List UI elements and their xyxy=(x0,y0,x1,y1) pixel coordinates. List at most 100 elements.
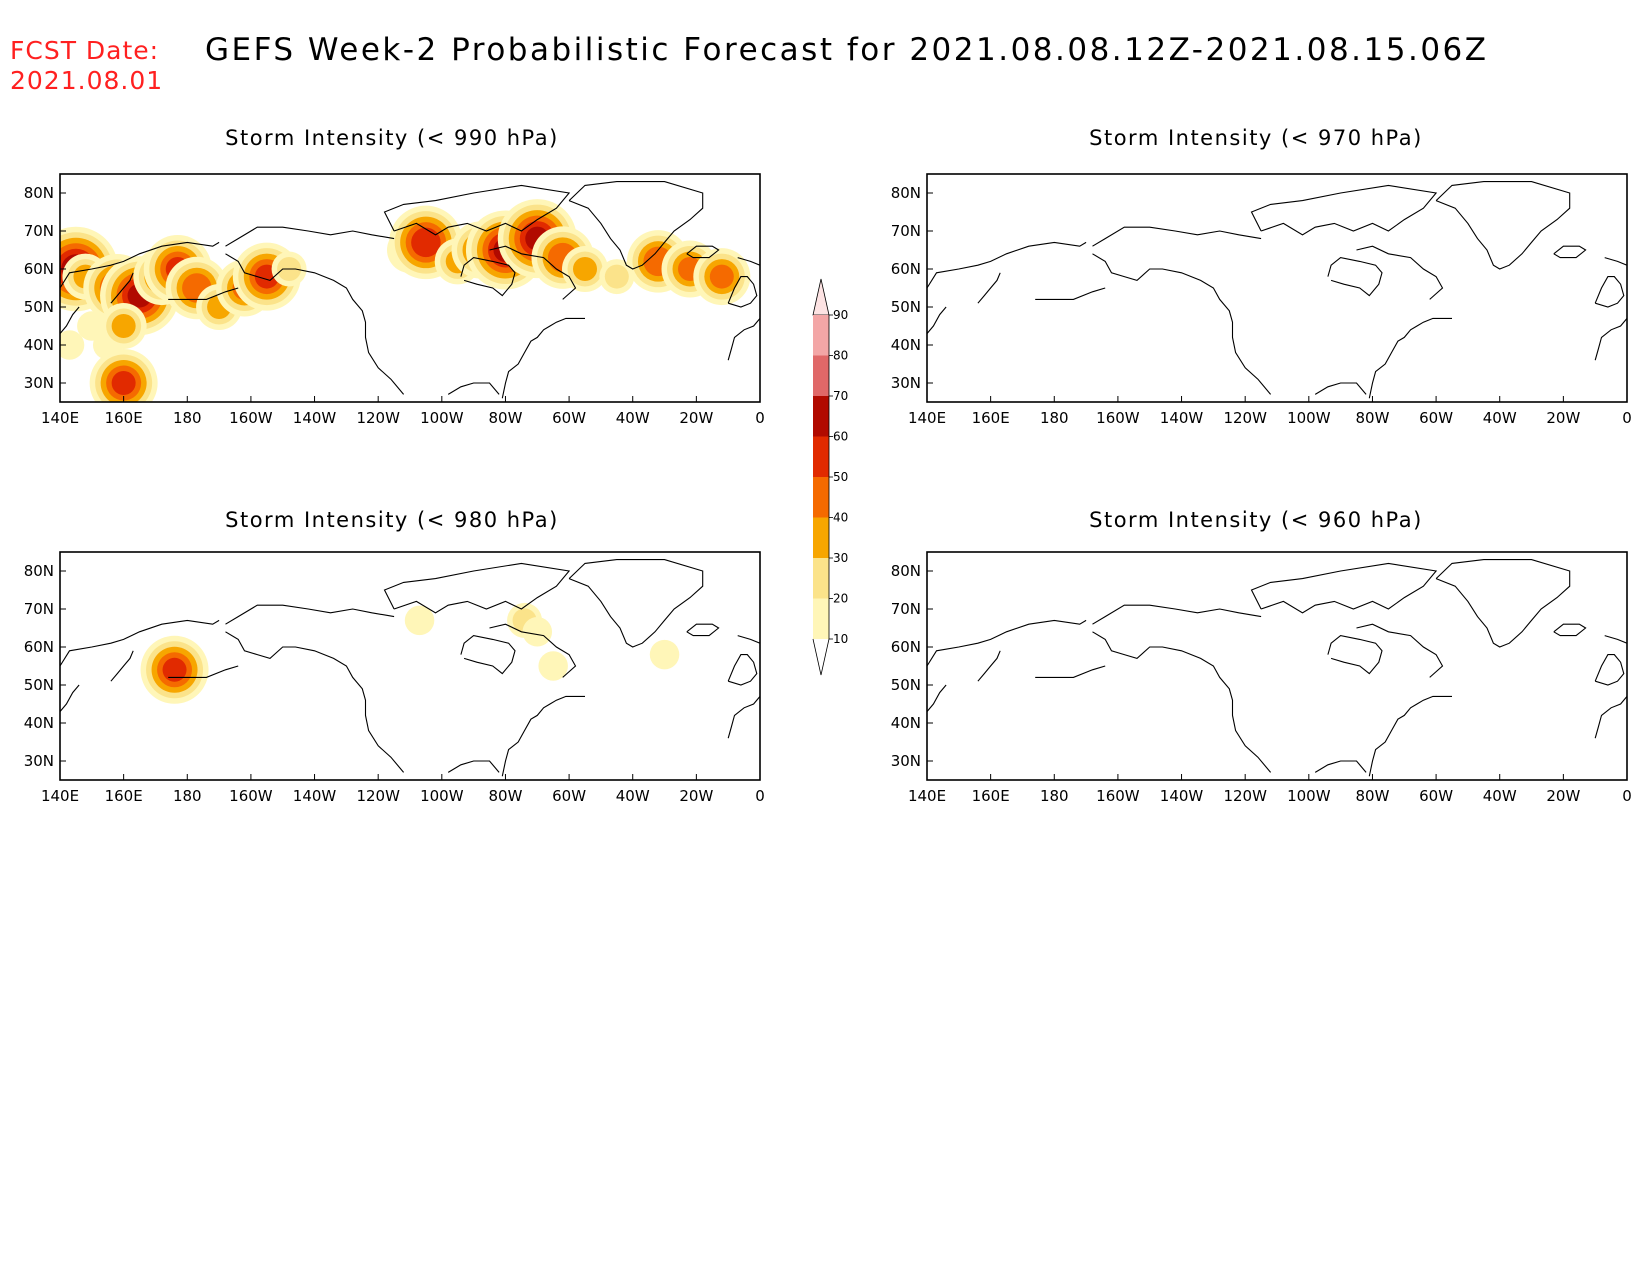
lon-tick-label: 0 xyxy=(1622,787,1632,805)
coastline xyxy=(168,665,239,678)
lon-tick-label: 20W xyxy=(679,409,713,427)
lon-tick-label: 40W xyxy=(1483,409,1517,427)
coastline xyxy=(60,306,80,334)
coastline xyxy=(727,276,758,308)
lon-tick-label: 160W xyxy=(229,409,273,427)
lat-tick-label: 50N xyxy=(891,676,921,694)
prob-shade xyxy=(60,330,85,360)
lat-tick-label: 40N xyxy=(24,714,54,732)
coastline xyxy=(1368,317,1452,399)
lat-tick-label: 50N xyxy=(24,298,54,316)
lon-tick-label: 120W xyxy=(356,787,400,805)
fcst-date-caption: FCST Date: xyxy=(10,36,160,65)
prob-shade xyxy=(573,257,597,281)
lon-tick-label: 20W xyxy=(679,787,713,805)
lon-tick-label: 80W xyxy=(1355,787,1389,805)
lon-tick-label: 0 xyxy=(755,409,765,427)
coastline xyxy=(1250,184,1438,236)
lon-tick-label: 60W xyxy=(1419,787,1453,805)
lat-tick-label: 40N xyxy=(24,336,54,354)
coastline xyxy=(1314,382,1367,395)
lat-tick-label: 80N xyxy=(891,562,921,580)
coastline xyxy=(60,684,80,712)
coastline xyxy=(225,631,405,773)
lat-tick-label: 80N xyxy=(891,184,921,202)
map-background xyxy=(927,552,1627,780)
coastline xyxy=(1604,257,1627,266)
coastline xyxy=(1327,635,1383,675)
lon-tick-label: 120W xyxy=(356,409,400,427)
lat-tick-label: 60N xyxy=(891,260,921,278)
fcst-date-value: 2021.08.01 xyxy=(10,66,164,95)
lat-tick-label: 60N xyxy=(24,260,54,278)
lon-tick-label: 0 xyxy=(755,787,765,805)
coastline xyxy=(60,241,220,289)
lon-tick-label: 80W xyxy=(488,787,522,805)
colorbar-label: 50 xyxy=(833,470,848,484)
lat-tick-label: 80N xyxy=(24,562,54,580)
coastline xyxy=(927,241,1087,289)
lon-tick-label: 140E xyxy=(41,409,79,427)
lon-tick-label: 160W xyxy=(1096,787,1140,805)
lon-tick-label: 160E xyxy=(972,409,1010,427)
coastline xyxy=(1594,276,1625,308)
coastline xyxy=(225,226,395,247)
coastline xyxy=(1314,760,1367,773)
coastline xyxy=(110,272,134,304)
coastline xyxy=(110,650,134,682)
lon-tick-label: 40W xyxy=(616,409,650,427)
colorbar-bottom-triangle xyxy=(812,638,830,676)
map-frame xyxy=(59,173,761,403)
coastline xyxy=(927,306,947,334)
coastline xyxy=(1092,631,1272,773)
lon-tick-label: 60W xyxy=(552,409,586,427)
lon-tick-label: 100W xyxy=(420,409,464,427)
coastline xyxy=(1250,562,1438,614)
lon-tick-label: 100W xyxy=(1287,787,1331,805)
coastline xyxy=(1356,245,1444,300)
prob-shade xyxy=(404,605,435,636)
coastline xyxy=(383,562,571,614)
colorbar-label: 70 xyxy=(833,389,848,403)
coastline xyxy=(383,184,571,236)
lat-tick-label: 50N xyxy=(24,676,54,694)
colorbar-label: 10 xyxy=(833,632,848,646)
coastline xyxy=(737,635,760,644)
coastline xyxy=(1092,226,1262,247)
prob-shade xyxy=(604,264,629,289)
map-panel-p960: 140E 160E 180 160W 140W 120W 100W 80W 60W 40W 20W 0… xyxy=(891,551,1632,805)
lon-tick-label: 40W xyxy=(616,787,650,805)
lon-tick-label: 180 xyxy=(173,409,202,427)
coastline xyxy=(686,245,720,259)
lon-tick-label: 120W xyxy=(1223,787,1267,805)
lat-tick-label: 60N xyxy=(891,638,921,656)
coastline xyxy=(568,559,704,648)
map-panel-p970: 140E 160E 180 160W 140W 120W 100W 80W 60W 40W 20W 0… xyxy=(891,173,1632,427)
lon-tick-label: 100W xyxy=(420,787,464,805)
coastline xyxy=(1092,604,1262,625)
coastline xyxy=(1035,287,1106,300)
coastline xyxy=(1553,623,1587,637)
colorbar-swatch xyxy=(813,598,829,639)
lat-tick-label: 60N xyxy=(24,638,54,656)
coastline xyxy=(568,181,704,270)
coastline xyxy=(1435,559,1571,648)
map-frame xyxy=(926,173,1628,403)
prob-shade xyxy=(162,657,187,682)
lat-tick-label: 50N xyxy=(891,298,921,316)
lon-tick-label: 140E xyxy=(41,787,79,805)
coastline xyxy=(1594,696,1627,739)
colorbar-label: 30 xyxy=(833,551,848,565)
coastline xyxy=(727,318,760,361)
coastline xyxy=(1327,257,1383,297)
lon-tick-label: 160W xyxy=(1096,409,1140,427)
prob-shade xyxy=(111,314,136,338)
lon-tick-label: 160E xyxy=(972,787,1010,805)
colorbar-swatch xyxy=(813,355,829,396)
lon-tick-label: 60W xyxy=(1419,409,1453,427)
coastline xyxy=(447,760,500,773)
lon-tick-label: 0 xyxy=(1622,409,1632,427)
coastline xyxy=(1368,695,1452,777)
colorbar-label: 80 xyxy=(833,349,848,363)
